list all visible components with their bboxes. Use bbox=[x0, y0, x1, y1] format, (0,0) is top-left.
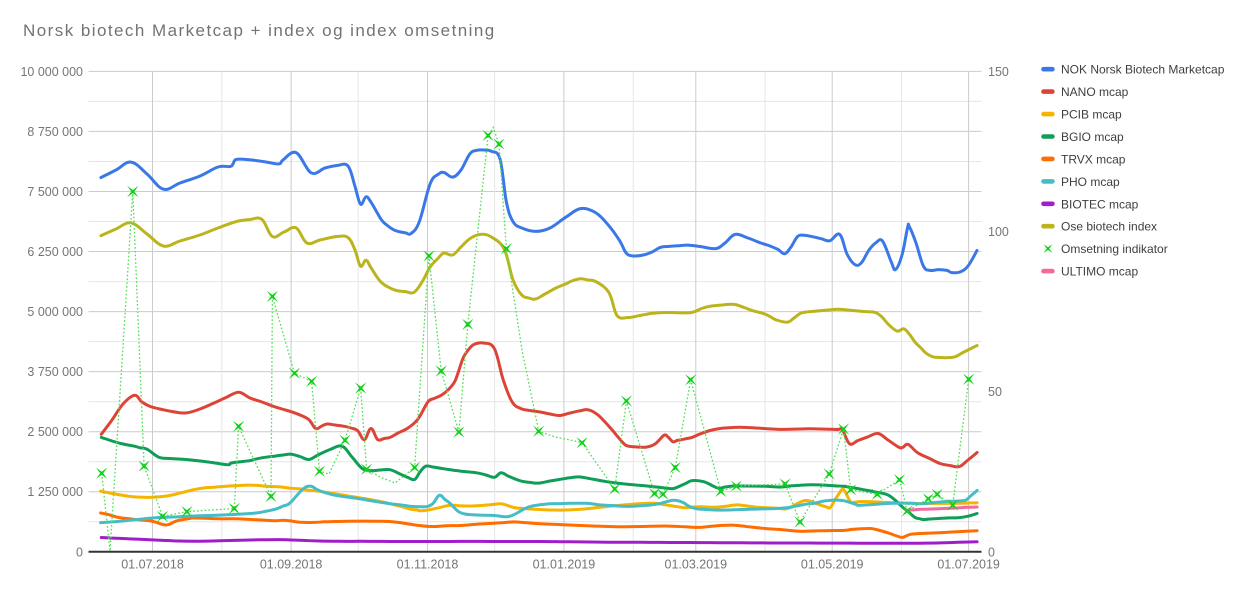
svg-text:Ose biotech index: Ose biotech index bbox=[1061, 220, 1157, 234]
svg-text:150: 150 bbox=[988, 65, 1009, 79]
svg-text:0: 0 bbox=[76, 545, 83, 559]
svg-text:PCIB mcap: PCIB mcap bbox=[1061, 108, 1122, 122]
svg-text:3 750 000: 3 750 000 bbox=[27, 365, 83, 379]
svg-text:TRVX mcap: TRVX mcap bbox=[1061, 152, 1126, 166]
svg-text:8 750 000: 8 750 000 bbox=[27, 125, 83, 139]
svg-text:PHO mcap: PHO mcap bbox=[1061, 175, 1120, 189]
svg-text:01.11.2018: 01.11.2018 bbox=[397, 558, 459, 572]
svg-text:ULTIMO mcap: ULTIMO mcap bbox=[1061, 265, 1138, 279]
svg-text:2 500 000: 2 500 000 bbox=[27, 425, 83, 439]
svg-text:01.01.2019: 01.01.2019 bbox=[533, 558, 596, 572]
svg-text:NANO mcap: NANO mcap bbox=[1061, 85, 1129, 99]
svg-text:01.09.2018: 01.09.2018 bbox=[260, 558, 323, 572]
svg-text:100: 100 bbox=[988, 225, 1009, 239]
svg-text:5 000 000: 5 000 000 bbox=[27, 305, 83, 319]
svg-text:7 500 000: 7 500 000 bbox=[27, 185, 83, 199]
svg-text:01.07.2019: 01.07.2019 bbox=[937, 558, 1000, 572]
svg-text:01.05.2019: 01.05.2019 bbox=[801, 558, 864, 572]
svg-text:Omsetning indikator: Omsetning indikator bbox=[1061, 242, 1168, 256]
svg-text:50: 50 bbox=[988, 385, 1002, 399]
svg-text:10 000 000: 10 000 000 bbox=[20, 65, 83, 79]
svg-text:Norsk biotech Marketcap + inde: Norsk biotech Marketcap + index og index… bbox=[23, 21, 496, 40]
svg-text:01.03.2019: 01.03.2019 bbox=[665, 558, 728, 572]
svg-text:BGIO mcap: BGIO mcap bbox=[1061, 130, 1124, 144]
svg-text:6 250 000: 6 250 000 bbox=[27, 245, 83, 259]
svg-text:NOK Norsk Biotech Marketcap: NOK Norsk Biotech Marketcap bbox=[1061, 63, 1225, 77]
svg-text:1 250 000: 1 250 000 bbox=[27, 485, 83, 499]
svg-text:BIOTEC mcap: BIOTEC mcap bbox=[1061, 197, 1139, 211]
svg-text:0: 0 bbox=[988, 545, 995, 559]
svg-text:01.07.2018: 01.07.2018 bbox=[121, 558, 184, 572]
